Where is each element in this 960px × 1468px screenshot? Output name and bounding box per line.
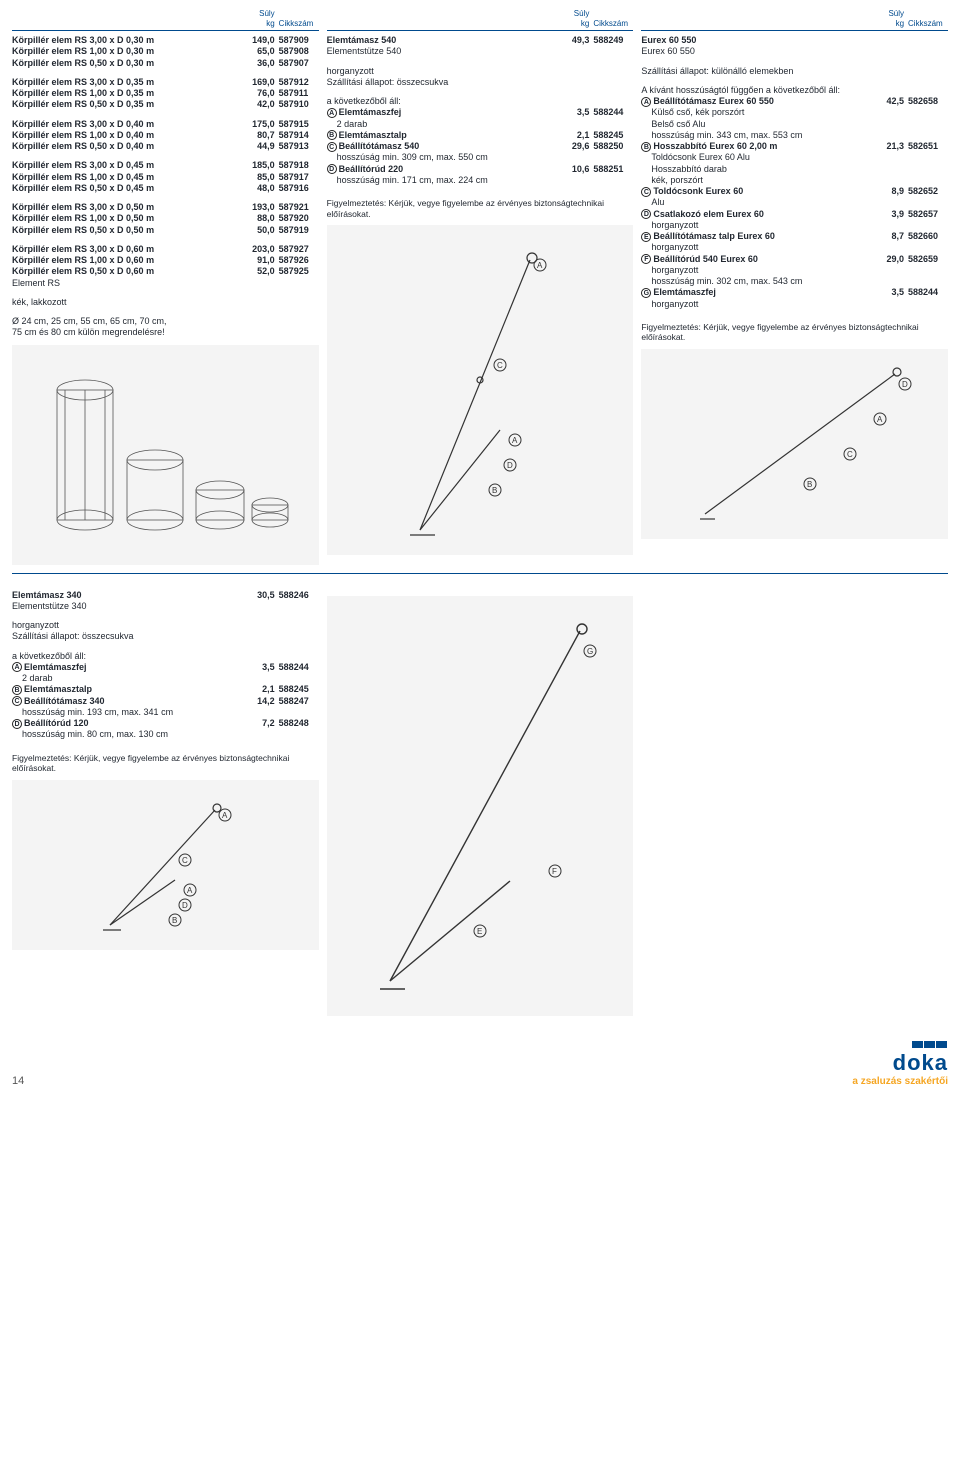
- col3-lines: Szállítási állapot: különálló elemekbenA…: [641, 66, 948, 97]
- col3-illustration: D A C B: [641, 349, 948, 539]
- bottom-illustration: A C A D B: [12, 780, 319, 950]
- list-item: AElemtámaszfej 3,5 588244: [12, 662, 319, 673]
- bottom-col2: G F E: [327, 590, 634, 1016]
- list-item: AElemtámaszfej 3,5 588244: [327, 107, 634, 118]
- col2-lines: horganyzottSzállítási állapot: összecsuk…: [327, 66, 634, 108]
- list-item: FBeállítórúd 540 Eurex 60 29,0 582659: [641, 254, 948, 265]
- svg-text:C: C: [847, 450, 853, 459]
- table-row: Körpillér elem RS 0,50 x D 0,60 m 52,0 5…: [12, 266, 319, 277]
- table-row: Körpillér elem RS 3,00 x D 0,50 m 193,0 …: [12, 202, 319, 213]
- svg-text:A: A: [537, 261, 543, 270]
- table-row: 75 cm és 80 cm külön megrendelésre!: [12, 327, 319, 338]
- bottom-illustration-large: G F E: [327, 596, 634, 1016]
- table-row: Körpillér elem RS 1,00 x D 0,60 m 91,0 5…: [12, 255, 319, 266]
- list-item: BElemtámasztalp 2,1 588245: [327, 130, 634, 141]
- svg-text:B: B: [807, 480, 812, 489]
- bottom-title: Elemtámasz 340 30,5 588246: [12, 590, 319, 601]
- list-item: BHosszabbító Eurex 60 2,00 m 21,3 582651: [641, 141, 948, 152]
- table-row: Körpillér elem RS 3,00 x D 0,40 m 175,0 …: [12, 119, 319, 130]
- page-columns: Súlykg Cikkszám Körpillér elem RS 3,00 x…: [12, 8, 948, 565]
- col2-warning: Figyelmeztetés: Kérjük, vegye figyelembe…: [327, 198, 634, 219]
- svg-text:A: A: [222, 811, 228, 820]
- svg-text:D: D: [902, 380, 908, 389]
- table-row: Körpillér elem RS 3,00 x D 0,35 m 169,0 …: [12, 77, 319, 88]
- table-row: Körpillér elem RS 3,00 x D 0,60 m 203,0 …: [12, 244, 319, 255]
- svg-text:D: D: [182, 901, 188, 910]
- hdr-kg: kg: [266, 19, 274, 28]
- col2-items: AElemtámaszfej 3,5 5882442 darab BElemtá…: [327, 107, 634, 186]
- col2-header: Súlykg Cikkszám: [327, 8, 634, 28]
- col1-illustration: [12, 345, 319, 565]
- table-row: Körpillér elem RS 0,50 x D 0,30 m 36,0 5…: [12, 58, 319, 69]
- table-row: kék, lakkozott: [12, 297, 319, 308]
- brand-name: doka: [852, 1050, 948, 1076]
- col-1: Súlykg Cikkszám Körpillér elem RS 3,00 x…: [12, 8, 319, 565]
- bottom-col3: [641, 590, 948, 1016]
- table-row: Körpillér elem RS 3,00 x D 0,30 m 149,0 …: [12, 35, 319, 46]
- table-row: Körpillér elem RS 1,00 x D 0,50 m 88,0 5…: [12, 213, 319, 224]
- list-item: CToldócsonk Eurex 60 8,9 582652: [641, 186, 948, 197]
- col3-items: ABeállítótámasz Eurex 60 550 42,5 582658…: [641, 96, 948, 310]
- bottom-row: Elemtámasz 340 30,5 588246 Elementstütze…: [12, 590, 948, 1016]
- svg-text:D: D: [507, 461, 513, 470]
- svg-text:B: B: [172, 916, 177, 925]
- bottom-items: AElemtámaszfej 3,5 5882442 darab BElemtá…: [12, 662, 319, 741]
- col-3: Súlykg Cikkszám Eurex 60 550 Eurex 60 55…: [641, 8, 948, 565]
- table-row: Körpillér elem RS 3,00 x D 0,45 m 185,0 …: [12, 160, 319, 171]
- svg-text:C: C: [497, 361, 503, 370]
- bottom-lines: horganyzottSzállítási állapot: összecsuk…: [12, 620, 319, 662]
- col1-rows: Körpillér elem RS 3,00 x D 0,30 m 149,0 …: [12, 35, 319, 339]
- hdr-cikk: Cikkszám: [279, 19, 314, 28]
- svg-text:C: C: [182, 856, 188, 865]
- list-item: CBeállítótámasz 340 14,2 588247: [12, 696, 319, 707]
- col3-title: Eurex 60 550: [641, 35, 948, 46]
- list-item: ABeállítótámasz Eurex 60 550 42,5 582658: [641, 96, 948, 107]
- col3-header: Súlykg Cikkszám: [641, 8, 948, 28]
- table-row: Körpillér elem RS 1,00 x D 0,35 m 76,0 5…: [12, 88, 319, 99]
- list-item: GElemtámaszfej 3,5 588244: [641, 287, 948, 298]
- list-item: BElemtámasztalp 2,1 588245: [12, 684, 319, 695]
- hdr-suly: Súly: [259, 9, 275, 18]
- table-row: Körpillér elem RS 1,00 x D 0,45 m 85,0 5…: [12, 172, 319, 183]
- list-item: CBeállítótámasz 540 29,6 588250: [327, 141, 634, 152]
- table-row: Körpillér elem RS 0,50 x D 0,40 m 44,9 5…: [12, 141, 319, 152]
- table-row: Körpillér elem RS 1,00 x D 0,30 m 65,0 5…: [12, 46, 319, 57]
- table-row: Element RS: [12, 278, 319, 289]
- svg-text:A: A: [877, 415, 883, 424]
- col1-header: Súlykg Cikkszám: [12, 8, 319, 28]
- svg-text:E: E: [477, 927, 482, 936]
- svg-text:A: A: [187, 886, 193, 895]
- table-row: Ø 24 cm, 25 cm, 55 cm, 65 cm, 70 cm,: [12, 316, 319, 327]
- col2-illustration: A C A D B: [327, 225, 634, 555]
- col-2: Súlykg Cikkszám Elemtámasz 540 49,3 5882…: [327, 8, 634, 565]
- bottom-warning: Figyelmeztetés: Kérjük, vegye figyelembe…: [12, 753, 319, 774]
- list-item: DBeállítórúd 120 7,2 588248: [12, 718, 319, 729]
- svg-text:A: A: [512, 436, 518, 445]
- list-item: DCsatlakozó elem Eurex 60 3,9 582657: [641, 209, 948, 220]
- list-item: DBeállítórúd 220 10,6 588251: [327, 164, 634, 175]
- page-number: 14: [12, 1075, 24, 1087]
- bottom-col1: Elemtámasz 340 30,5 588246 Elementstütze…: [12, 590, 319, 1016]
- list-item: EBeállítótámasz talp Eurex 60 8,7 582660: [641, 231, 948, 242]
- table-row: Körpillér elem RS 1,00 x D 0,40 m 80,7 5…: [12, 130, 319, 141]
- col2-title: Elemtámasz 540 49,3 588249: [327, 35, 634, 46]
- brand-tagline: a zsaluzás szakértői: [852, 1076, 948, 1087]
- table-row: Körpillér elem RS 0,50 x D 0,50 m 50,0 5…: [12, 225, 319, 236]
- footer: 14 doka a zsaluzás szakértői: [12, 1040, 948, 1087]
- logo: doka a zsaluzás szakértői: [852, 1040, 948, 1087]
- svg-text:B: B: [492, 486, 497, 495]
- table-row: Körpillér elem RS 0,50 x D 0,35 m 42,0 5…: [12, 99, 319, 110]
- svg-text:G: G: [587, 647, 593, 656]
- table-row: Körpillér elem RS 0,50 x D 0,45 m 48,0 5…: [12, 183, 319, 194]
- svg-text:F: F: [552, 867, 557, 876]
- col3-warning: Figyelmeztetés: Kérjük, vegye figyelembe…: [641, 322, 948, 343]
